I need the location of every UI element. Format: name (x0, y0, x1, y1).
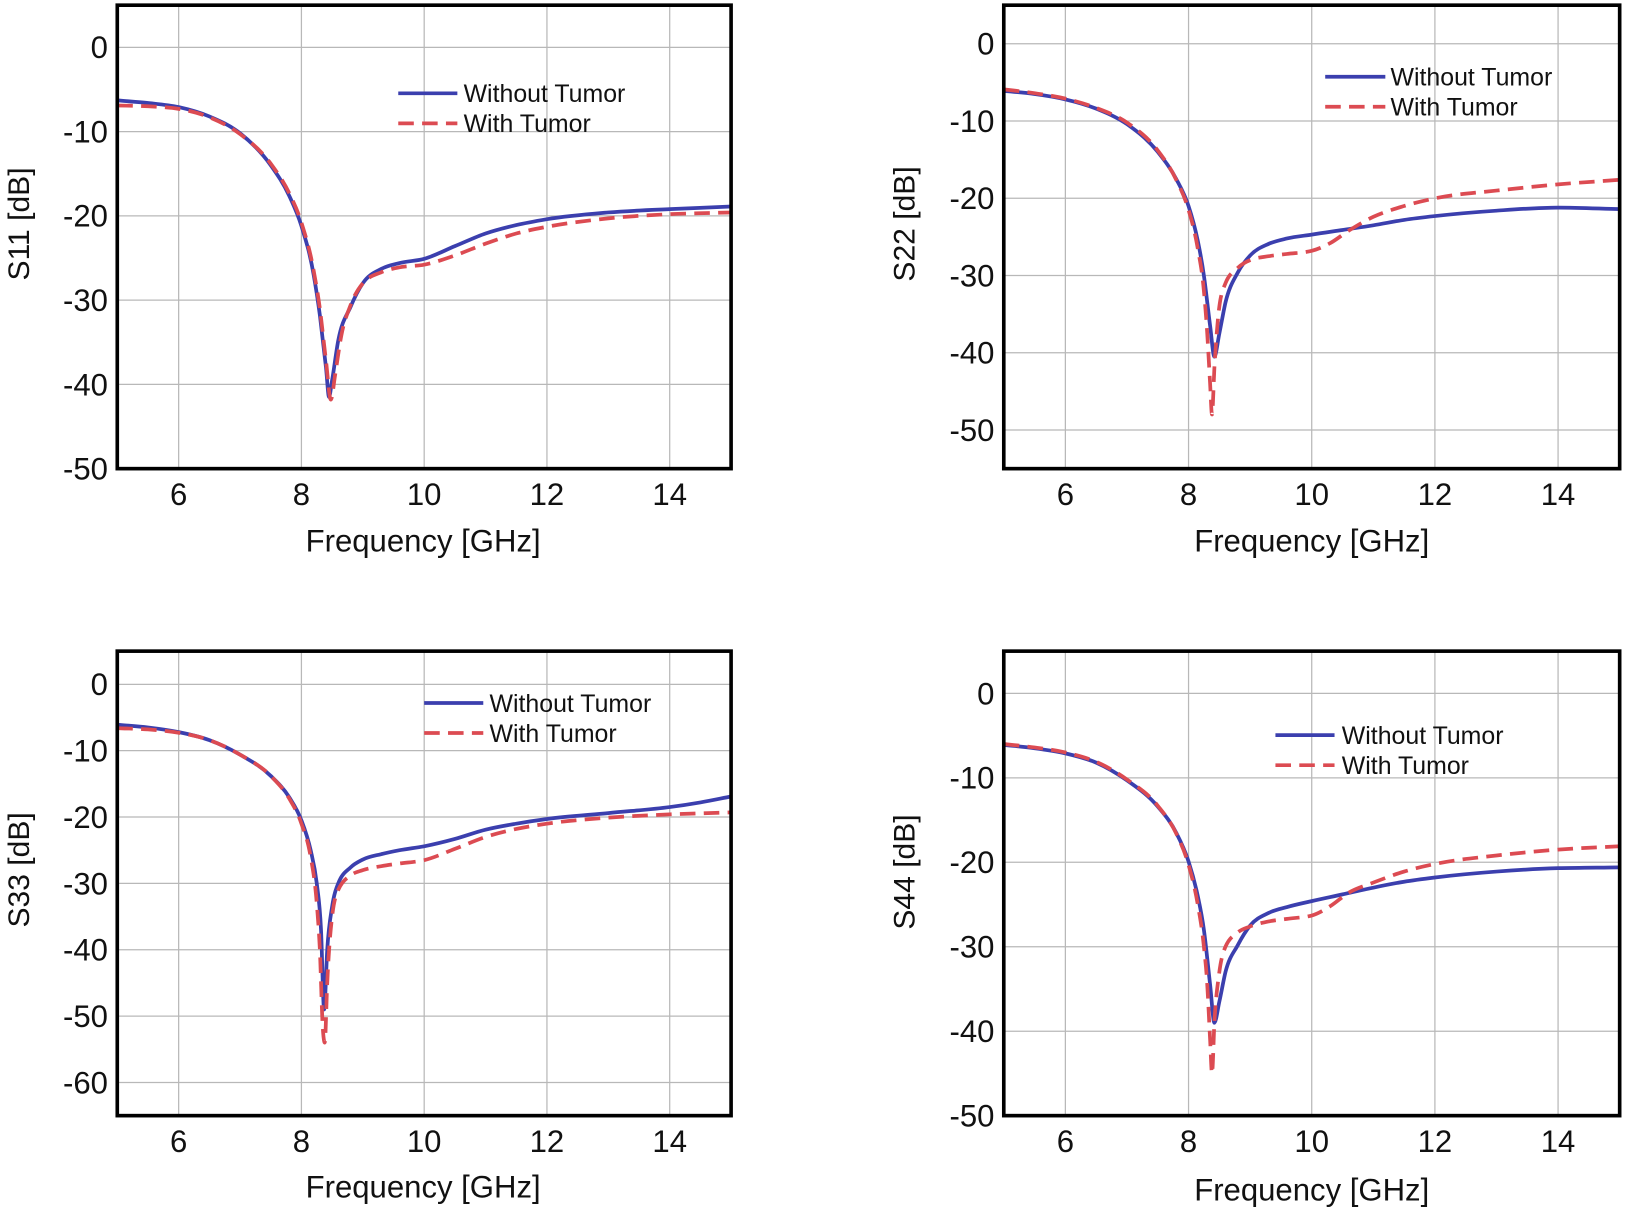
x-axis-label: Frequency [GHz] (1194, 1173, 1429, 1208)
y-tick-label: -10 (949, 104, 994, 139)
y-tick-label: -30 (949, 258, 994, 293)
legend-label-without-tumor: Without Tumor (1342, 722, 1504, 750)
y-tick-label: 0 (91, 667, 108, 702)
y-tick-label: -10 (63, 734, 108, 769)
y-tick-label: -20 (63, 800, 108, 835)
y-tick-label: 0 (977, 676, 994, 711)
y-tick-label: -30 (63, 866, 108, 901)
y-tick-label: -20 (949, 181, 994, 216)
y-tick-label: -50 (63, 452, 108, 487)
legend-label-with-tumor: With Tumor (1391, 94, 1518, 122)
y-axis-label: S11 [dB] (3, 167, 36, 280)
chart-s22: 6 8 10 12 14 0 -10 -20 -30 -40 -50 Frequency [GHz] S… (889, 3, 1622, 559)
plot-area (1003, 742, 1620, 1076)
x-tick-label: 14 (1541, 477, 1576, 512)
chart-s44: 6 8 10 12 14 0 -10 -20 -30 -40 -50 Frequency [GHz] S… (889, 649, 1622, 1208)
y-tick-label: -30 (63, 283, 108, 318)
legend-label-with-tumor: With Tumor (1342, 752, 1469, 780)
y-tick-label: -30 (949, 930, 994, 965)
y-tick-label: -10 (949, 761, 994, 796)
x-tick-label: 8 (293, 477, 310, 512)
x-tick-label: 10 (1294, 1124, 1329, 1159)
y-axis-label: S33 [dB] (3, 812, 36, 927)
plot-frame (115, 3, 733, 471)
y-tick-label: 0 (977, 27, 994, 62)
x-tick-label: 8 (1180, 1124, 1197, 1159)
plot-frame (115, 649, 733, 1118)
x-tick-label: 14 (1541, 1124, 1576, 1159)
series-line-with-tumor (117, 103, 732, 402)
x-tick-label: 6 (1057, 477, 1074, 512)
legend-label-without-tumor: Without Tumor (464, 80, 626, 108)
plot-area (1003, 87, 1620, 417)
x-tick-label: 8 (1180, 477, 1197, 512)
x-tick-label: 14 (652, 1124, 687, 1159)
x-axis-label: Frequency [GHz] (306, 524, 541, 559)
x-tick-label: 6 (170, 477, 187, 512)
y-tick-label: 0 (91, 30, 108, 65)
chart-s11: 6 8 10 12 14 0 -10 -20 -30 -40 -50 Frequency [GHz] S… (3, 3, 733, 559)
x-axis-label: Frequency [GHz] (1194, 524, 1429, 559)
chart-s33: 6 8 10 12 14 0 -10 -20 -30 -40 -50 -60 Frequency [GH… (3, 649, 733, 1205)
y-tick-label: -20 (949, 845, 994, 880)
legend-label-without-tumor: Without Tumor (1391, 64, 1553, 92)
legend-label-without-tumor: Without Tumor (490, 690, 652, 718)
plot-area (117, 98, 732, 402)
x-axis-label: Frequency [GHz] (306, 1170, 541, 1205)
series-line-with-tumor (117, 726, 732, 1045)
y-axis-label: S44 [dB] (889, 814, 922, 929)
y-tick-label: -50 (949, 1099, 994, 1134)
x-tick-label: 10 (1294, 477, 1329, 512)
series-line-with-tumor (1003, 87, 1620, 417)
y-tick-label: -40 (949, 1014, 994, 1049)
x-tick-label: 10 (407, 477, 442, 512)
y-tick-label: -10 (63, 114, 108, 149)
series-line-with-tumor (1003, 742, 1620, 1076)
x-tick-label: 12 (1418, 477, 1453, 512)
x-tick-label: 10 (407, 1124, 442, 1159)
y-tick-label: -40 (63, 933, 108, 968)
x-tick-label: 6 (1057, 1124, 1074, 1159)
x-tick-label: 12 (1418, 1124, 1453, 1159)
legend-label-with-tumor: With Tumor (464, 110, 591, 138)
plot-frame (1001, 3, 1622, 471)
legend-label-with-tumor: With Tumor (490, 720, 617, 748)
y-tick-label: -60 (63, 1065, 108, 1100)
x-tick-label: 14 (652, 477, 687, 512)
plot-frame (1001, 649, 1622, 1118)
y-tick-label: -40 (63, 367, 108, 402)
y-tick-label: -50 (63, 999, 108, 1034)
x-tick-label: 8 (293, 1124, 310, 1159)
plot-area (117, 722, 732, 1045)
x-tick-label: 6 (170, 1124, 187, 1159)
x-tick-label: 12 (530, 477, 565, 512)
y-axis-label: S22 [dB] (889, 166, 922, 281)
y-tick-label: -40 (949, 336, 994, 371)
x-tick-label: 12 (530, 1124, 565, 1159)
y-tick-label: -50 (949, 413, 994, 448)
y-tick-label: -20 (63, 199, 108, 234)
